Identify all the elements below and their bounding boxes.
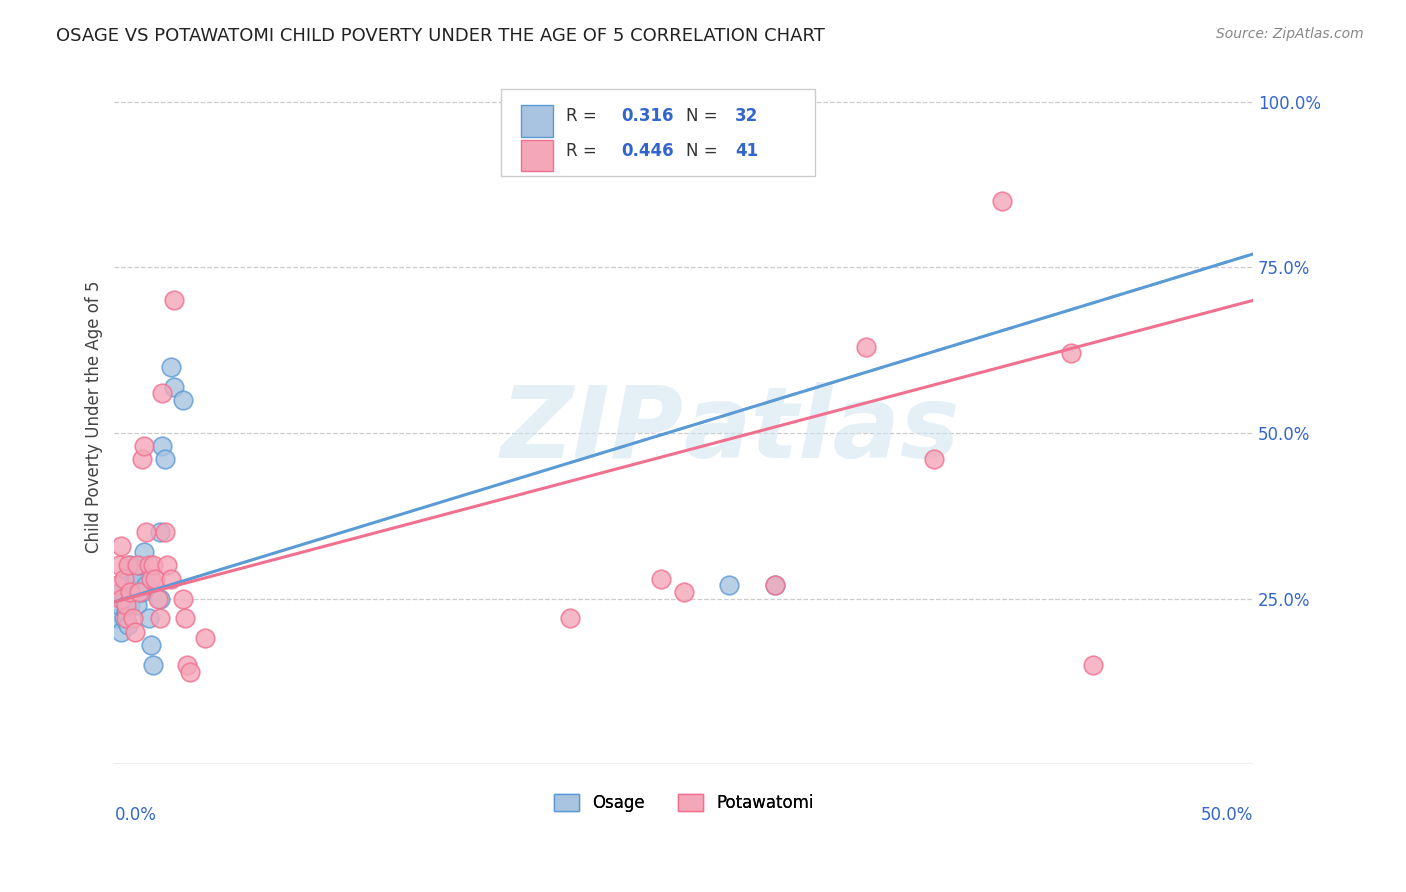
Point [150,439,173,453]
Point [105,611,128,625]
Point [145,572,167,586]
Point [763,578,786,592]
Point [128,585,150,599]
FancyBboxPatch shape [520,105,553,136]
Point [139,572,162,586]
Point [149,611,172,625]
Point [149,591,172,606]
Point [127,599,149,613]
Point [127,558,149,573]
Point [120,585,142,599]
Text: 0.446: 0.446 [621,142,673,161]
Point [146,591,169,606]
Point [131,452,153,467]
Point [117,558,139,573]
Point [120,558,142,573]
Text: 50.0%: 50.0% [1201,806,1253,824]
Point [114,605,136,619]
Point [176,657,198,672]
Point [650,572,672,586]
Point [138,611,160,625]
Text: ZIP: ZIP [501,382,683,479]
Text: 41: 41 [735,142,758,161]
Point [142,558,165,573]
Point [124,624,146,639]
FancyBboxPatch shape [520,140,553,171]
Point [153,525,176,540]
Point [112,572,135,586]
Point [194,632,217,646]
Point [112,591,135,606]
Point [162,293,184,308]
Point [110,539,132,553]
Text: R =: R = [567,142,602,161]
Point [142,657,165,672]
Point [112,611,135,625]
Point [117,618,139,632]
Text: atlas: atlas [683,382,960,479]
Point [108,599,131,613]
Point [179,665,201,679]
Point [991,194,1014,208]
Point [117,578,139,592]
Point [121,611,143,625]
Point [718,578,741,592]
Point [558,611,581,625]
Point [114,599,136,613]
Point [763,578,786,592]
Point [105,578,128,592]
Point [128,558,150,573]
Point [121,578,143,592]
Point [108,558,131,573]
Y-axis label: Child Poverty Under the Age of 5: Child Poverty Under the Age of 5 [86,280,103,553]
Point [110,624,132,639]
Point [110,591,132,606]
Text: N =: N = [686,142,723,161]
Text: R =: R = [567,107,602,126]
Point [162,379,184,393]
Text: OSAGE VS POTAWATOMI CHILD POVERTY UNDER THE AGE OF 5 CORRELATION CHART: OSAGE VS POTAWATOMI CHILD POVERTY UNDER … [56,27,825,45]
Point [855,340,877,354]
Point [139,638,162,652]
Point [114,572,136,586]
Legend: Osage, Potawatomi: Osage, Potawatomi [547,787,820,819]
Point [1060,346,1083,360]
Point [135,525,157,540]
Point [1083,657,1105,672]
Point [132,545,155,559]
Point [127,572,149,586]
Point [156,558,179,573]
Text: 0.0%: 0.0% [114,806,156,824]
Point [110,585,132,599]
Point [149,525,172,540]
Point [114,611,136,625]
Point [174,611,197,625]
Point [172,591,194,606]
Point [172,392,194,407]
Text: Source: ZipAtlas.com: Source: ZipAtlas.com [1216,27,1364,41]
Point [922,452,945,467]
Point [160,359,183,374]
Point [153,452,176,467]
Text: 32: 32 [735,107,758,126]
Point [160,572,183,586]
Point [150,386,173,401]
Point [131,585,153,599]
Point [138,558,160,573]
Point [135,578,157,592]
Point [132,439,155,453]
Text: N =: N = [686,107,723,126]
Point [120,599,142,613]
Point [124,565,146,579]
FancyBboxPatch shape [502,89,814,177]
Point [672,585,695,599]
Text: 0.316: 0.316 [621,107,673,126]
